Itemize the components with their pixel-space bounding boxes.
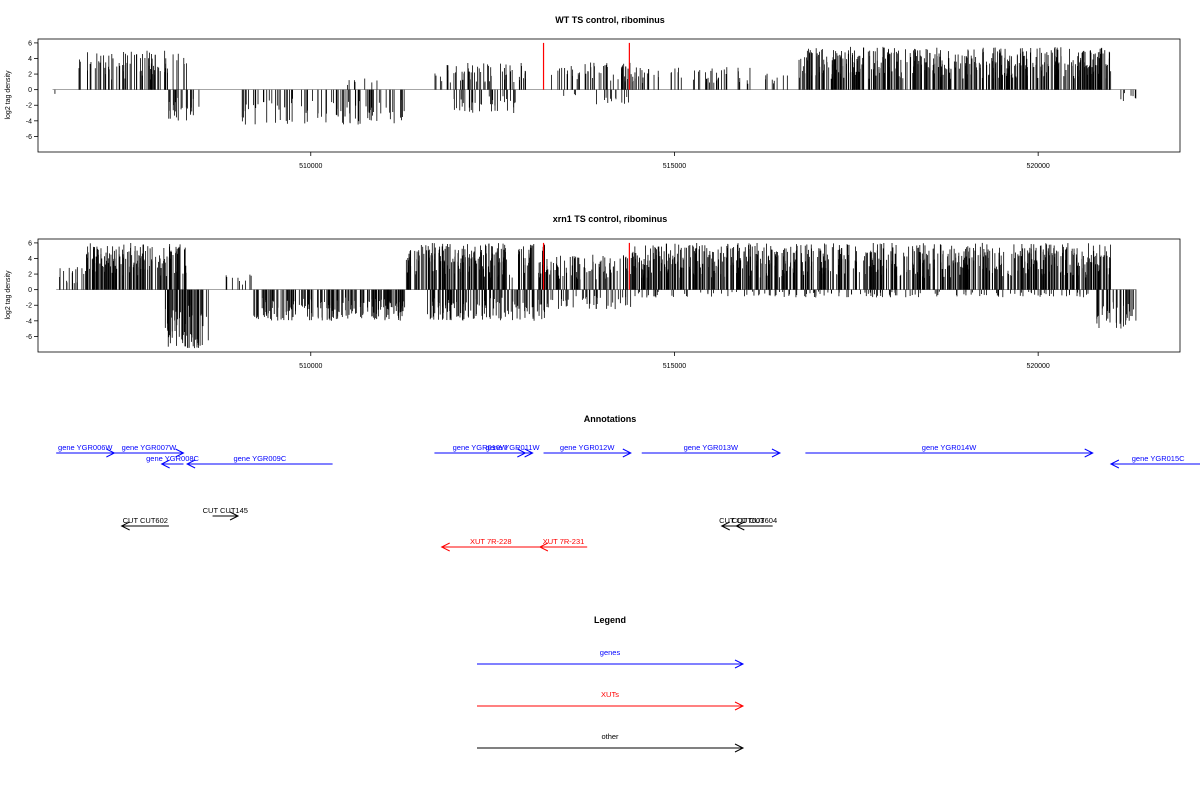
- xrn1-y-tick-label: -6: [26, 334, 32, 341]
- xrn1-panel-title: xrn1 TS control, ribominus: [553, 214, 668, 224]
- annotation-arrow: [160, 459, 184, 469]
- wt-y-tick-label: -4: [26, 118, 32, 125]
- wt-plot-frame: [37, 38, 1181, 153]
- wt-y-tick-label: 0: [28, 87, 32, 94]
- xrn1-y-tick-label: 2: [28, 272, 32, 279]
- annotation-label: gene YGR012W: [560, 443, 615, 452]
- xrn1-y-tick-label: -4: [26, 318, 32, 325]
- legend-arrow: [477, 743, 745, 753]
- wt-x-axis: 510000 515000 520000: [299, 152, 1050, 170]
- xrn1-y-tick-label: 4: [28, 256, 32, 263]
- xrn1-y-tick-label: -2: [26, 303, 32, 310]
- annotation-label: gene YGR006W: [58, 443, 113, 452]
- annotation-label: CUT CUT602: [123, 516, 168, 525]
- xrn1-coverage-panel: xrn1 TS control, ribominus log2 tag dens…: [5, 214, 1181, 370]
- wt-y-axis-label: log2 tag density: [5, 70, 12, 120]
- wt-y-tick-label: 4: [28, 56, 32, 63]
- annotation-arrow: [543, 448, 632, 458]
- xrn1-y-tick-label: 0: [28, 287, 32, 294]
- annotation-arrow: [735, 521, 773, 531]
- wt-x-tick-label: 520000: [1026, 163, 1049, 170]
- annotation-label: XUT 7R-231: [543, 537, 585, 546]
- annotation-label: gene YGR008C: [146, 454, 199, 463]
- xrn1-x-tick-label: 510000: [299, 363, 322, 370]
- annotation-label: gene YGR013W: [684, 443, 739, 452]
- xrn1-bars: [56, 242, 1137, 349]
- annotation-arrow: [538, 542, 588, 552]
- legend-label: XUTs: [601, 690, 619, 699]
- annotation-label: gene YGR011W: [486, 443, 541, 452]
- annotation-arrow: [805, 448, 1094, 458]
- annotation-arrow: [185, 459, 333, 469]
- wt-x-tick-label: 515000: [663, 163, 686, 170]
- legend-label: genes: [600, 648, 621, 657]
- wt-panel-title: WT TS control, ribominus: [555, 15, 665, 25]
- xrn1-x-axis: 510000 515000 520000: [299, 352, 1050, 370]
- annotation-arrow: [120, 521, 169, 531]
- annotation-arrow: [492, 448, 534, 458]
- wt-y-tick-label: 2: [28, 72, 32, 79]
- wt-bars: [52, 42, 1137, 125]
- annotation-arrow: [212, 511, 240, 521]
- annotation-arrow: [1109, 459, 1200, 469]
- legend-arrow: [477, 659, 745, 669]
- annotation-features: gene YGR006W gene YGR007W gene YGR008C gene…: [56, 443, 1200, 552]
- annotations-panel: Annotations gene YGR006W gene YGR007Wgene…: [56, 414, 1200, 552]
- wt-y-tick-label: 6: [28, 40, 32, 47]
- wt-coverage-panel: WT TS control, ribominus log2 tag densit…: [5, 15, 1181, 170]
- annotation-arrow: [440, 542, 540, 552]
- annotation-arrow: [114, 448, 185, 458]
- annotation-label: CUT CUT145: [203, 506, 248, 515]
- legend-label: other: [601, 732, 619, 741]
- wt-y-tick-label: -2: [26, 103, 32, 110]
- annotation-arrow: [641, 448, 782, 458]
- annotation-label: CUT CUT603: [719, 516, 764, 525]
- annotation-label: gene YGR007W: [122, 443, 177, 452]
- annotation-label: XUT 7R-228: [470, 537, 512, 546]
- legend-entries: genes XUTs other: [477, 648, 745, 753]
- legend-panel: Legend genes XUTs other: [477, 615, 745, 753]
- xrn1-y-axis-label: log2 tag density: [5, 270, 12, 320]
- xrn1-plot-frame: [37, 238, 1181, 353]
- annotation-label: gene YGR015C: [1132, 454, 1185, 463]
- annotation-label: gene YGR009C: [233, 454, 286, 463]
- xrn1-x-tick-label: 520000: [1026, 363, 1049, 370]
- annotation-label: gene YGR014W: [922, 443, 977, 452]
- xrn1-x-tick-label: 515000: [663, 363, 686, 370]
- wt-y-axis: 6 4 2 0 -2 -4 -6: [26, 40, 39, 141]
- annotations-title: Annotations: [584, 414, 637, 424]
- wt-y-tick-label: -6: [26, 134, 32, 141]
- legend-arrow: [477, 701, 745, 711]
- legend-title: Legend: [594, 615, 626, 625]
- wt-x-tick-label: 510000: [299, 163, 322, 170]
- xrn1-y-tick-label: 6: [28, 240, 32, 247]
- annotation-label: gene YGR010W: [453, 443, 508, 452]
- annotation-label: CUT CUT604: [732, 516, 777, 525]
- xrn1-y-axis: 6 4 2 0 -2 -4 -6: [26, 240, 39, 341]
